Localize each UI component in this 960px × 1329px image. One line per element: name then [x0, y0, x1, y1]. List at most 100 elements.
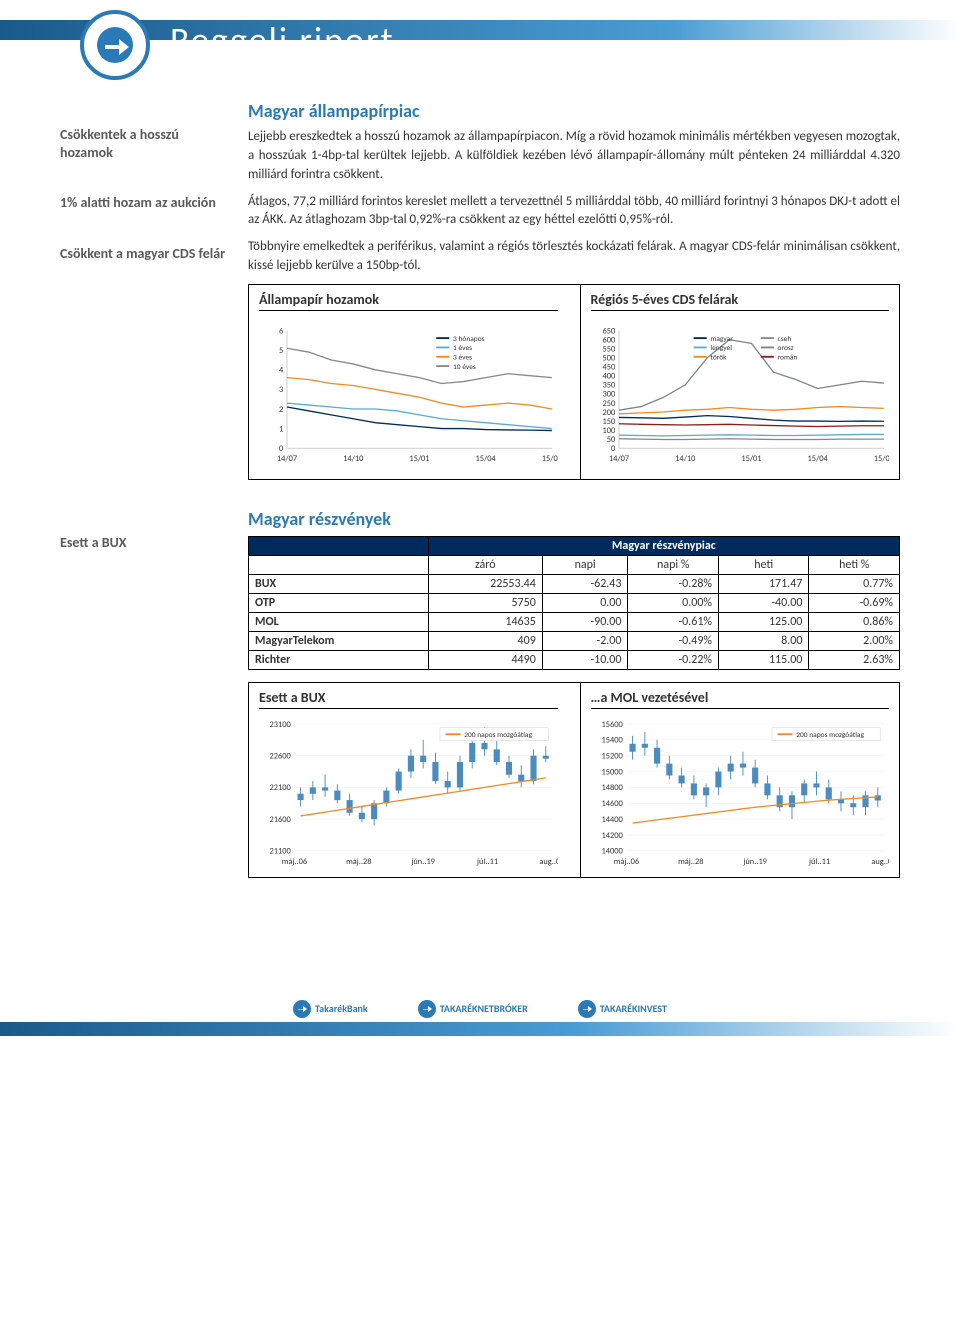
svg-text:100: 100: [602, 426, 615, 436]
bond-charts: Állampapír hozamok 0 1 2 3 4 5 6 14/07 14/10 15/0…: [248, 284, 900, 480]
yields-chart: Állampapír hozamok 0 1 2 3 4 5 6 14/07 14/10 15/0…: [249, 285, 568, 479]
svg-text:máj..28: máj..28: [678, 857, 703, 867]
svg-text:14400: 14400: [601, 815, 623, 825]
svg-text:4: 4: [279, 366, 284, 376]
svg-text:3 hónapos: 3 hónapos: [453, 335, 485, 344]
paragraph: Átlagos, 77,2 milliárd forintos kereslet…: [248, 193, 900, 231]
bond-section: Csökkentek a hosszú hozamok 1% alatti ho…: [60, 100, 900, 480]
arrow-icon: [95, 25, 135, 65]
svg-text:500: 500: [602, 353, 615, 363]
svg-text:máj..28: máj..28: [346, 857, 371, 867]
svg-text:650: 650: [602, 326, 615, 336]
svg-text:450: 450: [602, 363, 615, 373]
svg-text:400: 400: [602, 372, 615, 382]
svg-text:aug..02: aug..02: [539, 857, 557, 867]
chart-title: Esett a BUX: [259, 689, 558, 709]
svg-text:15/04: 15/04: [807, 454, 828, 464]
svg-text:21100: 21100: [269, 847, 291, 857]
svg-text:15/07: 15/07: [873, 454, 889, 464]
svg-text:lengyel: lengyel: [710, 344, 732, 353]
svg-text:júl..11: júl..11: [476, 857, 498, 867]
svg-text:török: török: [710, 353, 727, 362]
svg-text:600: 600: [602, 335, 615, 345]
cds-chart: Régiós 5-éves CDS felárak 05010015020025…: [580, 285, 900, 479]
footer-logo-label: TAKARÉKINVEST: [600, 1002, 667, 1015]
footer: TakarékBank TAKARÉKNETBRÓKER TAKARÉKINVE…: [0, 986, 960, 1046]
svg-text:1: 1: [279, 424, 283, 434]
svg-text:22600: 22600: [269, 751, 291, 761]
mol-chart: …a MOL vezetésével 140001420014400146001…: [580, 683, 900, 877]
svg-text:14200: 14200: [601, 831, 623, 841]
side-item: Esett a BUX: [60, 534, 230, 552]
svg-text:15/01: 15/01: [409, 454, 429, 464]
svg-text:júl..11: júl..11: [808, 857, 830, 867]
chart-title: …a MOL vezetésével: [591, 689, 890, 709]
svg-text:2: 2: [279, 405, 283, 415]
svg-text:350: 350: [602, 381, 615, 391]
svg-text:15400: 15400: [601, 736, 623, 746]
svg-text:6: 6: [279, 326, 283, 336]
arrow-icon: [578, 1000, 596, 1018]
section-title: Magyar részvények: [248, 508, 900, 530]
svg-text:200: 200: [602, 408, 615, 418]
svg-text:3: 3: [279, 385, 283, 395]
svg-text:jún..19: jún..19: [410, 857, 435, 867]
bond-content: Magyar állampapírpiac Lejjebb ereszkedte…: [248, 100, 900, 480]
svg-text:15/01: 15/01: [741, 454, 761, 464]
svg-text:200 napos mozgóátlag: 200 napos mozgóátlag: [796, 731, 864, 740]
footer-logo-label: TAKARÉKNETBRÓKER: [440, 1002, 528, 1015]
svg-text:15/04: 15/04: [476, 454, 497, 464]
footer-logo-label: TakarékBank: [315, 1002, 368, 1015]
svg-text:14/10: 14/10: [343, 454, 364, 464]
svg-text:250: 250: [602, 399, 615, 409]
paragraph: Többnyire emelkedtek a periférikus, vala…: [248, 238, 900, 276]
svg-text:14800: 14800: [601, 783, 623, 793]
svg-text:200 napos mozgóátlag: 200 napos mozgóátlag: [464, 731, 532, 740]
svg-text:10 éves: 10 éves: [453, 363, 476, 372]
footer-logos: TakarékBank TAKARÉKNETBRÓKER TAKARÉKINVE…: [0, 1000, 960, 1018]
svg-text:23100: 23100: [269, 720, 291, 730]
svg-text:román: román: [777, 353, 797, 362]
section-title: Magyar állampapírpiac: [248, 100, 900, 122]
svg-text:550: 550: [602, 344, 615, 354]
svg-text:15/07: 15/07: [542, 454, 558, 464]
svg-text:máj..06: máj..06: [613, 857, 638, 867]
paragraph: Lejjebb ereszkedtek a hosszú hozamok az …: [248, 128, 900, 185]
side-item: Csökkentek a hosszú hozamok: [60, 126, 230, 162]
bux-chart: Esett a BUX 21100 21600 22100 22600 23100 máj…: [249, 683, 568, 877]
svg-text:15600: 15600: [601, 720, 623, 730]
svg-text:máj..06: máj..06: [282, 857, 307, 867]
svg-text:1 éves: 1 éves: [453, 344, 472, 353]
svg-text:150: 150: [602, 417, 615, 427]
side-item: Csökkent a magyar CDS felár: [60, 245, 230, 263]
footer-logo: TAKARÉKINVEST: [578, 1000, 667, 1018]
header-logo: [80, 10, 150, 80]
footer-logo: TakarékBank: [293, 1000, 368, 1018]
svg-text:14000: 14000: [601, 847, 623, 857]
svg-text:0: 0: [279, 444, 284, 454]
svg-text:14/07: 14/07: [277, 454, 297, 464]
svg-text:50: 50: [606, 435, 615, 445]
svg-text:cseh: cseh: [777, 335, 791, 344]
equity-charts: Esett a BUX 21100 21600 22100 22600 23100 máj…: [248, 682, 900, 878]
svg-text:5: 5: [279, 346, 283, 356]
svg-text:magyar: magyar: [710, 335, 733, 344]
header-banner: Reggeli riport: [0, 0, 960, 100]
svg-text:300: 300: [602, 390, 615, 400]
svg-text:21600: 21600: [269, 815, 291, 825]
svg-text:orosz: orosz: [777, 344, 793, 353]
svg-text:15000: 15000: [601, 767, 623, 777]
svg-text:14/10: 14/10: [675, 454, 696, 464]
svg-text:aug..02: aug..02: [871, 857, 889, 867]
svg-text:3 éves: 3 éves: [453, 353, 472, 362]
bond-sidebar: Csökkentek a hosszú hozamok 1% alatti ho…: [60, 100, 230, 480]
arrow-icon: [418, 1000, 436, 1018]
header-title: Reggeli riport: [170, 18, 395, 62]
svg-text:22100: 22100: [269, 783, 291, 793]
equity-section: Esett a BUX Magyar részvények Magyar rés…: [60, 508, 900, 878]
chart-title: Állampapír hozamok: [259, 291, 558, 311]
chart-title: Régiós 5-éves CDS felárak: [591, 291, 890, 311]
equity-content: Magyar részvények Magyar részvénypiaczár…: [248, 508, 900, 878]
side-item: 1% alatti hozam az aukción: [60, 194, 230, 212]
footer-logo: TAKARÉKNETBRÓKER: [418, 1000, 528, 1018]
